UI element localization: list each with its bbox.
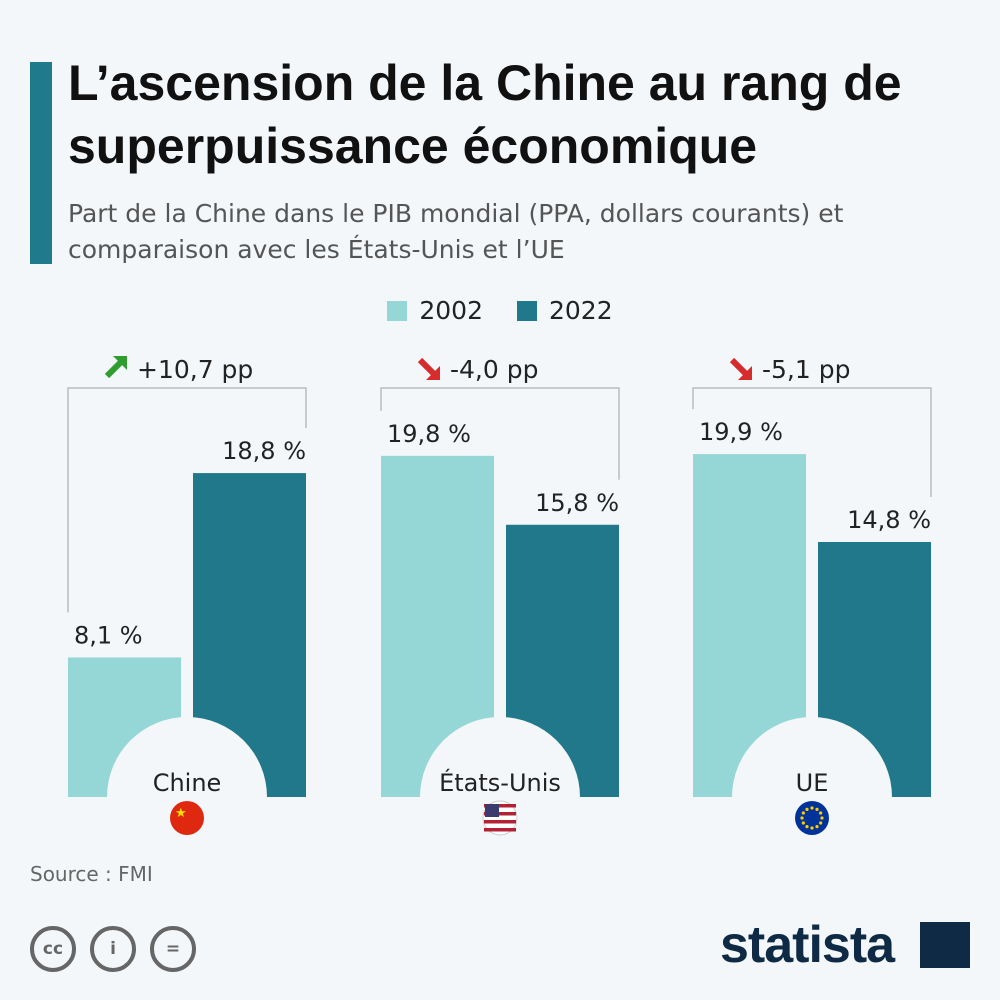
category-label-background (420, 717, 580, 797)
data-label: 8,1 % (74, 621, 143, 649)
legend: 2002 2022 (0, 296, 1000, 325)
eu-flag-star (820, 816, 824, 820)
arrow-head (426, 366, 440, 380)
eu-flag-star (801, 811, 805, 815)
eu-flag-star (801, 821, 805, 825)
legend-swatch-2002 (387, 300, 408, 321)
legend-label: 2002 (419, 296, 483, 325)
category-label: Chine (153, 769, 222, 797)
category-label-background (732, 717, 892, 797)
category-label: États-Unis (439, 768, 561, 797)
eu-flag-star (810, 806, 814, 810)
eu-flag-star (805, 807, 809, 811)
china-flag-star: ★ (175, 806, 187, 821)
no-derivatives-icon: = (150, 926, 196, 972)
arrow-head (738, 366, 752, 380)
legend-label: 2022 (549, 296, 613, 325)
legend-item-2002: 2002 (387, 296, 483, 325)
data-label: 18,8 % (222, 437, 306, 465)
eu-flag-star (805, 825, 809, 829)
usa-flag-stripe (484, 812, 516, 816)
data-label: 15,8 % (535, 489, 619, 517)
data-label: 14,8 % (847, 506, 931, 534)
eu-flag-icon (795, 801, 829, 835)
bracket-line (380, 387, 620, 480)
usa-flag-stripe (484, 820, 516, 824)
data-label: 19,9 % (699, 418, 783, 446)
china-flag-icon (170, 801, 204, 835)
category-label: UE (796, 769, 829, 797)
page-title: L’ascension de la Chine au rang de super… (68, 55, 902, 174)
category-label-background (107, 717, 267, 797)
change-label: -4,0 pp (450, 355, 538, 384)
arrow-head (113, 356, 127, 370)
statista-logo: statista (720, 916, 895, 974)
bracket-line (67, 387, 307, 613)
eu-flag-star (815, 825, 819, 829)
accent-bar (30, 62, 52, 264)
subtitle: Part de la Chine dans le PIB mondial (PP… (68, 199, 844, 264)
legend-swatch-2022 (517, 300, 537, 321)
usa-flag-canton (485, 804, 499, 817)
cc-license-icon: cc (30, 926, 76, 972)
data-label: 19,8 % (387, 420, 471, 448)
bracket-line (692, 387, 932, 497)
eu-flag-star (800, 816, 804, 820)
change-label: -5,1 pp (762, 355, 850, 384)
eu-flag-star (815, 807, 819, 811)
eu-flag-star (819, 821, 823, 825)
eu-flag-star (810, 826, 814, 830)
change-label: +10,7 pp (137, 355, 253, 384)
statista-logo-mark (920, 922, 970, 968)
source-note: Source : FMI (30, 862, 153, 886)
attribution-icon: i (90, 926, 136, 972)
eu-flag-star (819, 811, 823, 815)
usa-flag-stripe (484, 804, 516, 808)
usa-flag-stripe (484, 828, 516, 832)
legend-item-2022: 2022 (517, 296, 613, 325)
